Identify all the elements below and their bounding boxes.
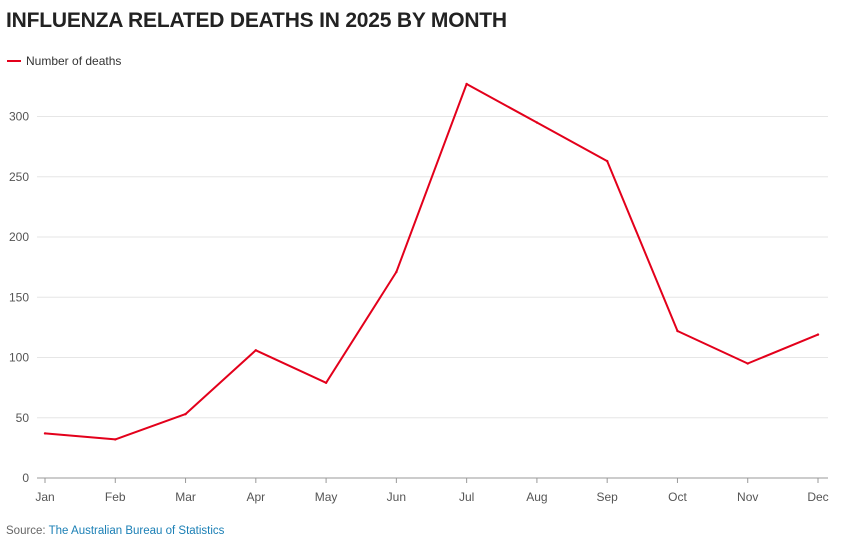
data-point — [395, 270, 398, 274]
series-line — [44, 83, 819, 441]
y-tick-label: 50 — [16, 411, 30, 425]
x-tick-label: Dec — [807, 490, 828, 504]
legend: Number of deaths — [7, 54, 121, 68]
x-tick-label: Jun — [387, 490, 406, 504]
x-tick-label: Oct — [668, 490, 687, 504]
chart-title: INFLUENZA RELATED DEATHS IN 2025 BY MONT… — [6, 9, 507, 32]
legend-label: Number of deaths — [26, 54, 122, 68]
y-tick-label: 250 — [9, 170, 29, 184]
line-chart: 0 50 100 150 200 250 300 Jan Feb Mar Apr May Jun Jul A… — [9, 82, 829, 504]
data-point — [254, 349, 258, 352]
data-point — [746, 362, 749, 365]
y-tick-label: 100 — [9, 351, 29, 365]
x-tick-label: Aug — [526, 490, 547, 504]
data-point — [184, 412, 187, 416]
data-point — [43, 432, 47, 435]
data-point — [535, 121, 539, 124]
x-tick-label: Sep — [597, 490, 619, 504]
x-tick-label: Mar — [175, 490, 196, 504]
data-point — [114, 438, 117, 441]
y-tick-label: 150 — [9, 290, 29, 304]
x-tick-label: May — [315, 490, 338, 504]
x-tick-label: Jul — [459, 490, 474, 504]
x-tick-label: Apr — [246, 490, 265, 504]
y-tick-label: 300 — [9, 110, 29, 124]
data-point — [324, 381, 328, 385]
data-point — [605, 159, 609, 163]
legend-swatch — [7, 60, 21, 62]
y-tick-label: 200 — [9, 230, 29, 244]
source-note: Source: The Australian Bureau of Statist… — [6, 525, 224, 537]
source-link[interactable]: The Australian Bureau of Statistics — [48, 525, 225, 537]
x-tick-label: Feb — [105, 490, 126, 504]
x-tick-label: Nov — [737, 490, 758, 504]
data-point — [465, 82, 468, 86]
data-point — [676, 329, 679, 333]
source-prefix: Source: — [6, 525, 46, 537]
data-point — [816, 333, 820, 336]
x-tick-label: Jan — [35, 490, 54, 504]
y-tick-label: 0 — [22, 471, 29, 485]
